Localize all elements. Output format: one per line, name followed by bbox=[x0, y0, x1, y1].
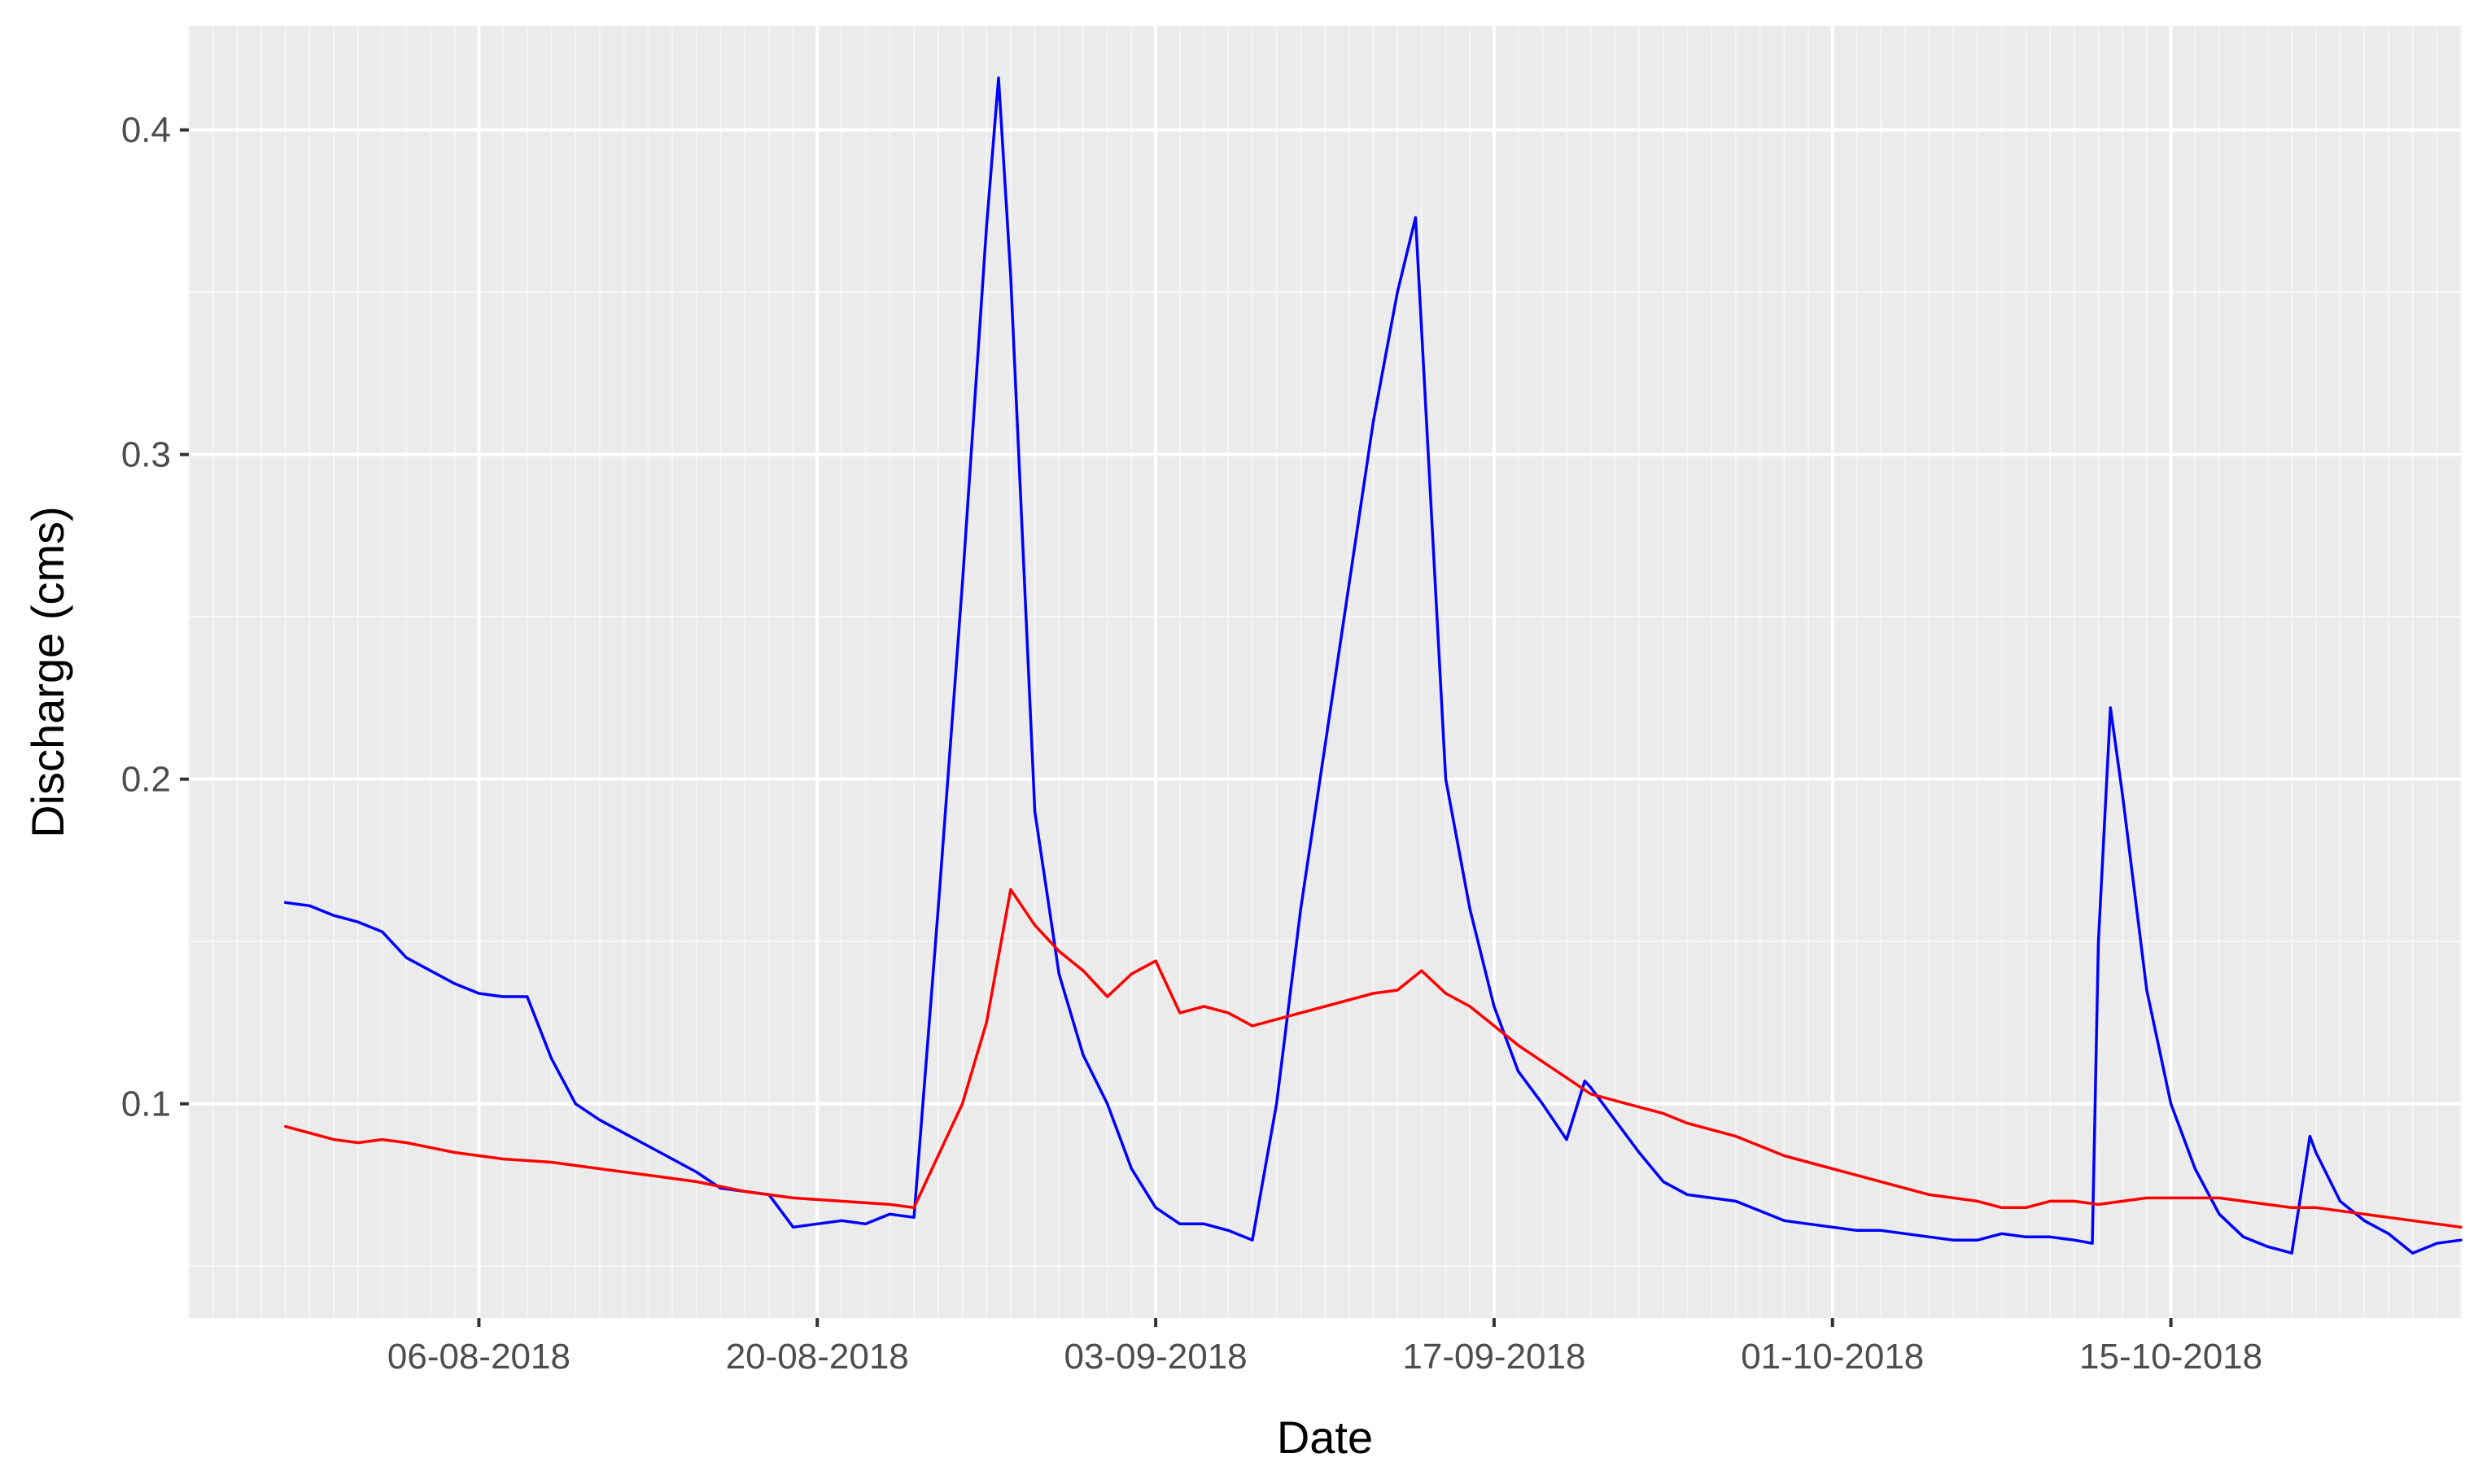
x-tick-label: 01-10-2018 bbox=[1741, 1337, 1924, 1377]
x-tick-label: 15-10-2018 bbox=[2079, 1337, 2262, 1377]
series-line-2 bbox=[284, 888, 2463, 1229]
x-tick-label: 20-08-2018 bbox=[726, 1337, 909, 1377]
y-axis-title: Discharge (cms) bbox=[22, 506, 73, 838]
y-tick-label: 0.3 bbox=[121, 435, 171, 475]
major-y-gridlines bbox=[189, 128, 2461, 1106]
series-line-1 bbox=[284, 76, 2463, 1255]
minor-y-gridlines bbox=[189, 291, 2461, 1268]
x-tick-label: 06-08-2018 bbox=[387, 1337, 570, 1377]
y-tick-label: 0.4 bbox=[121, 111, 171, 151]
x-tick-label: 17-09-2018 bbox=[1402, 1337, 1585, 1377]
y-tick-label: 0.2 bbox=[121, 760, 171, 800]
x-axis-title: Date bbox=[1277, 1412, 1373, 1463]
x-tick-label: 03-09-2018 bbox=[1064, 1337, 1248, 1377]
y-axis: 0.1 0.2 0.3 0.4 bbox=[121, 111, 189, 1124]
x-axis: 06-08-2018 20-08-2018 03-09-2018 17-09-2018… bbox=[387, 1318, 2262, 1377]
y-tick-label: 0.1 bbox=[121, 1085, 171, 1124]
series-layer bbox=[284, 76, 2463, 1255]
